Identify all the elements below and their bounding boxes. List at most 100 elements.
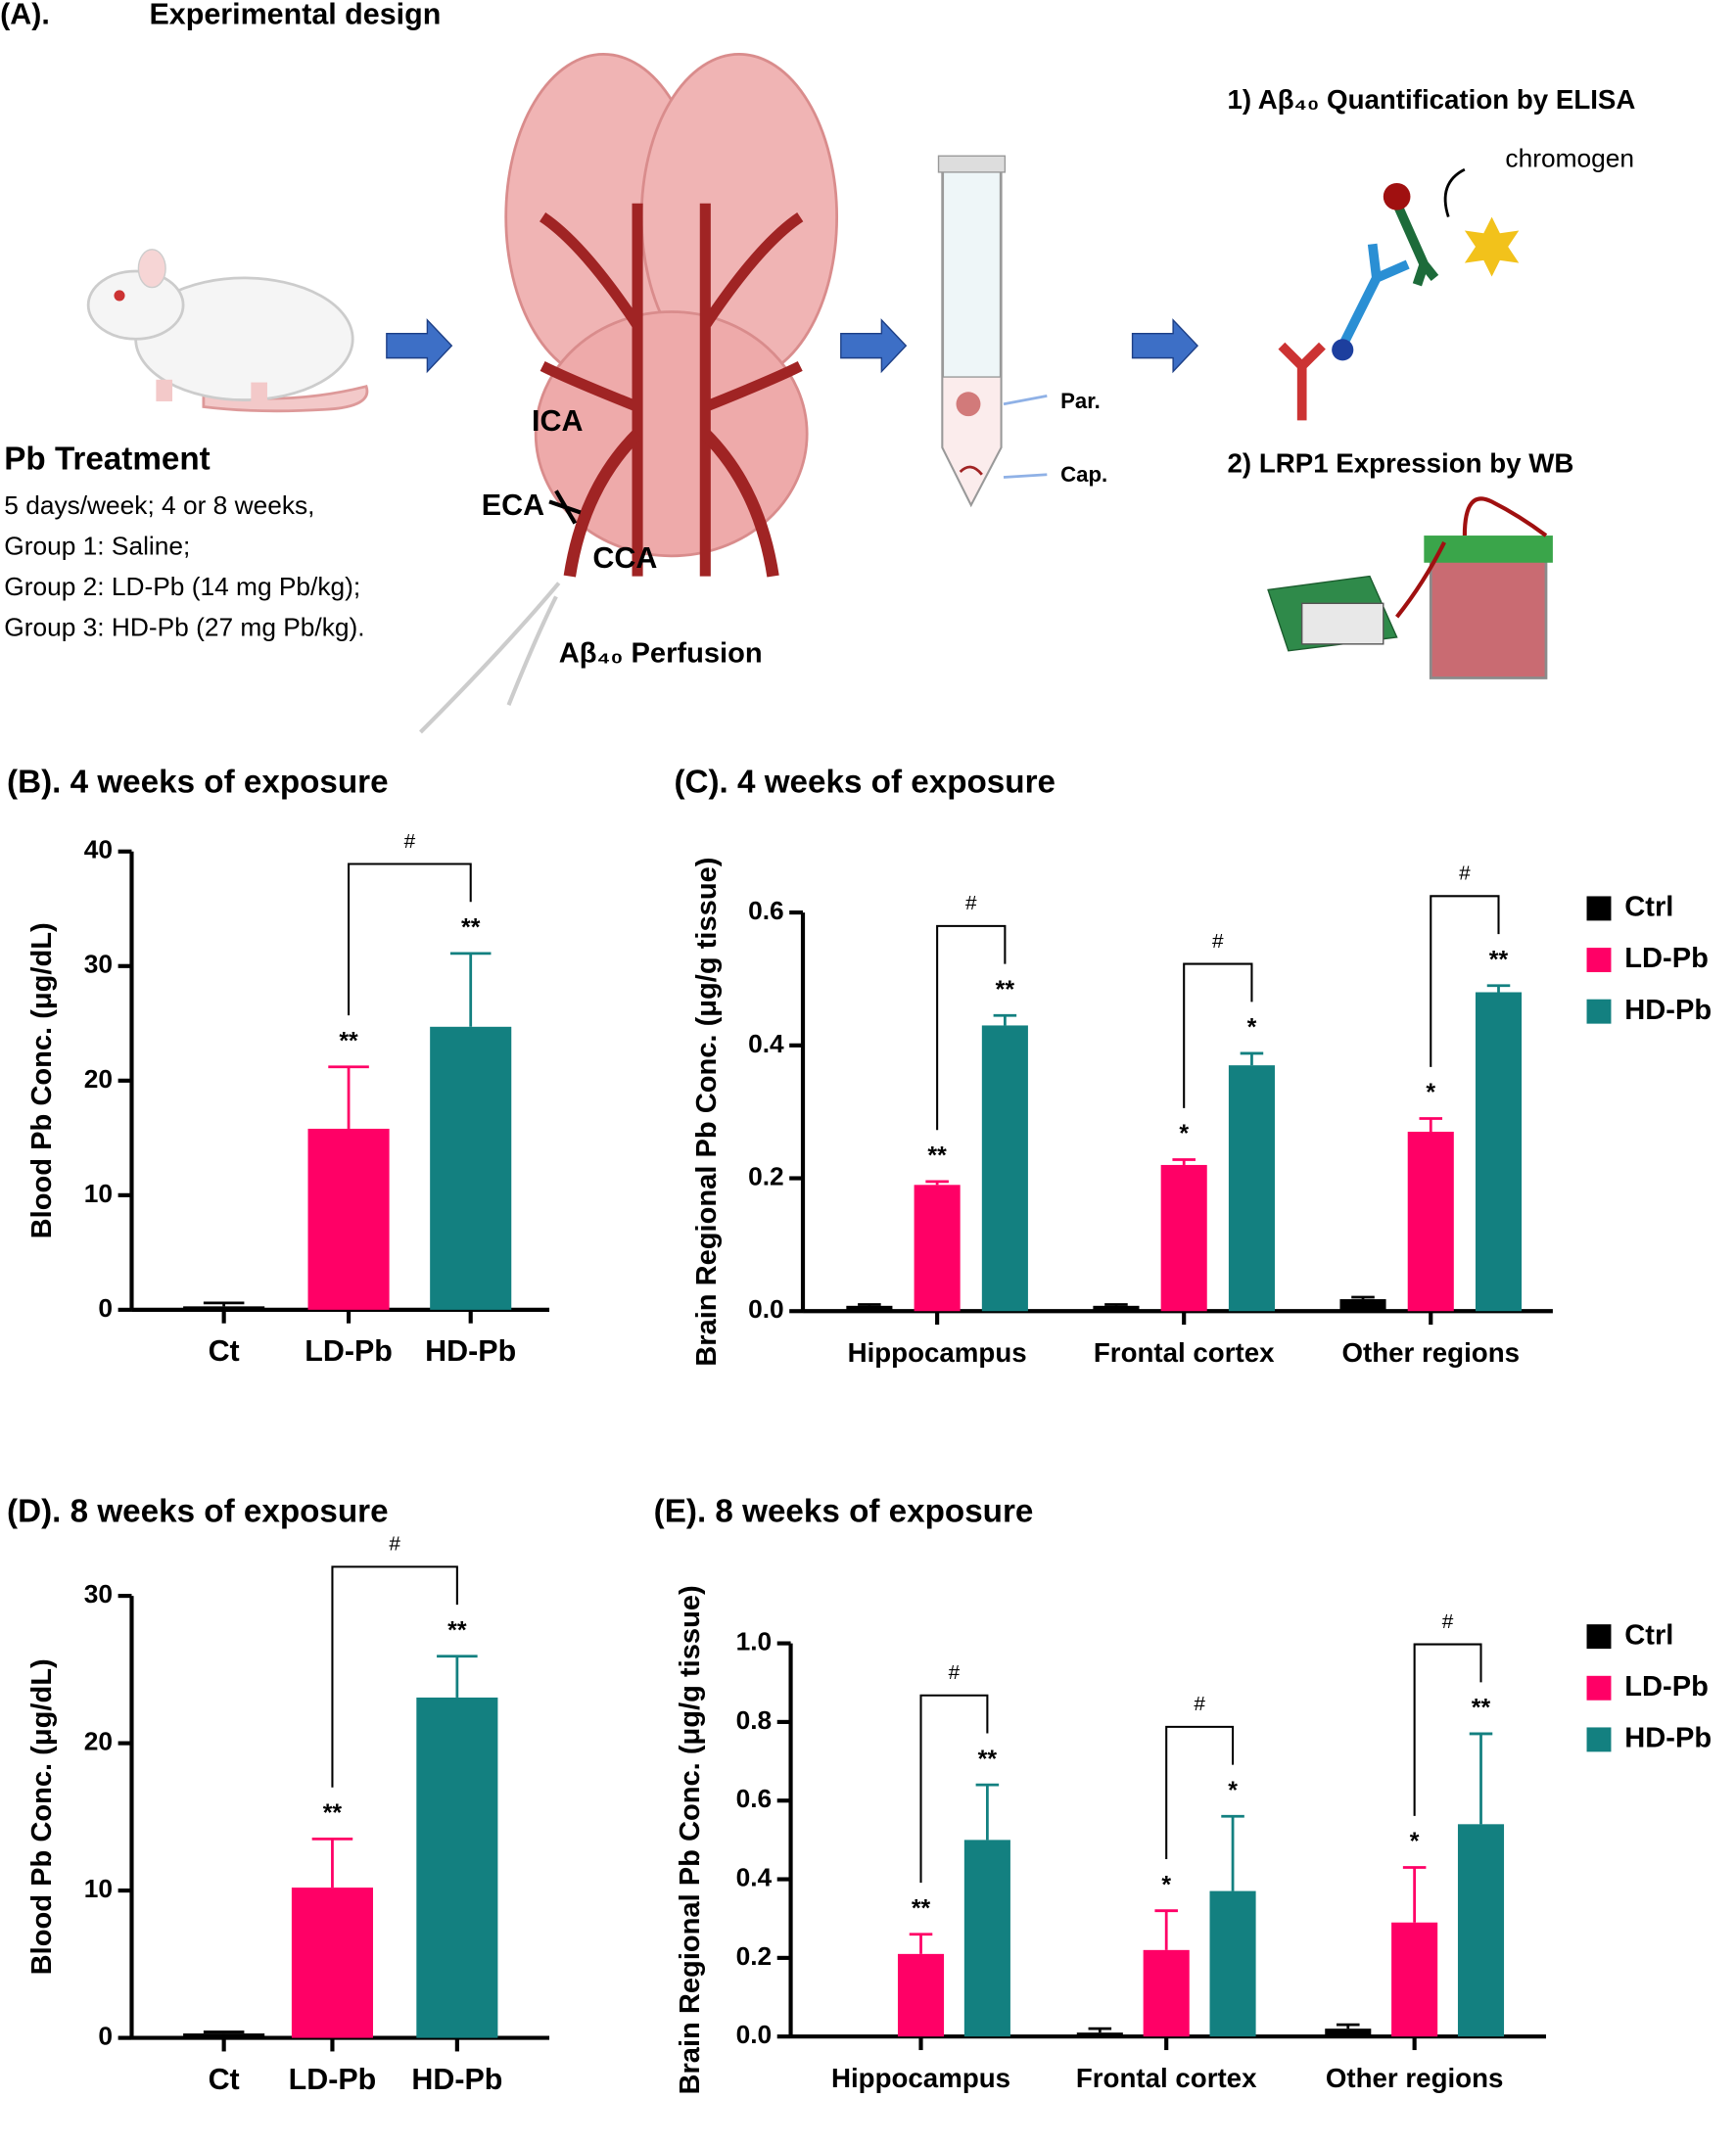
significance: ** — [461, 914, 481, 942]
bar — [416, 1697, 498, 2038]
assay-title: 1) Aβ₄₀ Quantification by ELISA — [1228, 84, 1636, 115]
comparison-bracket — [936, 924, 1007, 1131]
y-axis-label: Blood Pb Conc. (μg/dL) — [26, 1658, 58, 1975]
bar — [307, 1128, 390, 1310]
legend-label: LD-Pb — [1624, 943, 1709, 974]
x-tick-label: Other regions — [1341, 1337, 1520, 1368]
arrow — [386, 318, 453, 374]
bar — [914, 1185, 961, 1312]
significance: * — [1247, 1014, 1257, 1042]
significance: ** — [996, 976, 1015, 1003]
vessel-label: ECA — [482, 489, 544, 522]
chart-title: (C). 4 weeks of exposure — [674, 764, 1056, 800]
significance: ** — [447, 1616, 467, 1644]
panel-label: (A). — [0, 0, 50, 31]
y-tick-label: 0.0 — [736, 2020, 773, 2049]
bar — [846, 1305, 893, 1312]
comparison-label: # — [404, 830, 416, 853]
comparison-bracket — [1165, 1725, 1235, 1860]
x-tick-label: Hippocampus — [831, 2063, 1010, 2093]
bar — [1076, 2032, 1123, 2037]
significance: ** — [323, 1799, 343, 1827]
comparison-bracket — [1430, 895, 1500, 1067]
legend-swatch — [1586, 1624, 1612, 1650]
arrow — [840, 318, 908, 374]
significance: * — [1161, 1871, 1171, 1898]
bar — [1209, 1890, 1256, 2037]
x-tick-label: HD-Pb — [425, 1334, 516, 1368]
treatment-line: Group 2: LD-Pb (14 mg Pb/kg); — [4, 572, 360, 601]
comparison-label: # — [949, 1661, 961, 1684]
y-tick-label: 0.6 — [736, 1784, 773, 1813]
rat-illustration — [86, 249, 369, 413]
legend-swatch — [1586, 1675, 1612, 1701]
y-tick-label: 0.6 — [748, 896, 784, 925]
comparison-bracket — [1183, 962, 1253, 1108]
bar — [1407, 1132, 1454, 1312]
y-tick-label: 10 — [84, 1874, 113, 1903]
comparison-bracket — [348, 863, 472, 1016]
elisa-illustration — [1278, 167, 1520, 421]
bar — [183, 2033, 265, 2038]
bar — [1093, 1305, 1140, 1312]
fraction-label: Cap. — [1060, 462, 1107, 487]
significance: * — [1426, 1079, 1435, 1106]
significance: ** — [1472, 1695, 1491, 1722]
bar — [1143, 1949, 1190, 2037]
treatment-line: 5 days/week; 4 or 8 weeks, — [4, 490, 314, 520]
bar — [291, 1888, 373, 2038]
panel-title: Experimental design — [149, 0, 441, 31]
y-tick-label: 30 — [84, 950, 113, 979]
arrow — [1131, 318, 1198, 374]
legend-label: LD-Pb — [1624, 1671, 1709, 1702]
wb-illustration — [1267, 496, 1553, 679]
x-tick-label: Frontal cortex — [1094, 1337, 1275, 1368]
y-tick-label: 40 — [84, 835, 113, 864]
significance: ** — [1489, 946, 1509, 973]
comparison-bracket — [1413, 1643, 1482, 1816]
y-tick-label: 0.8 — [736, 1705, 773, 1735]
treatment-line: Group 1: Saline; — [4, 531, 190, 560]
x-tick-label: Other regions — [1326, 2063, 1504, 2093]
x-tick-label: LD-Pb — [305, 1334, 393, 1368]
significance: ** — [927, 1142, 947, 1170]
x-tick-label: Frontal cortex — [1076, 2063, 1257, 2093]
y-tick-label: 0.4 — [748, 1029, 784, 1058]
treatment-title: Pb Treatment — [4, 442, 210, 478]
treatment-line: Group 3: HD-Pb (27 mg Pb/kg). — [4, 613, 364, 642]
y-axis-label: Brain Regional Pb Conc. (μg/g tissue) — [691, 858, 723, 1367]
x-tick-label: Ct — [209, 2063, 240, 2096]
legend-label: Ctrl — [1624, 1619, 1673, 1651]
bar — [1228, 1065, 1275, 1312]
vessel-label: ICA — [532, 404, 583, 438]
x-tick-label: Ct — [209, 1334, 240, 1368]
comparison-bracket — [331, 1565, 458, 1788]
legend-swatch — [1586, 948, 1612, 973]
legend-label: HD-Pb — [1624, 995, 1712, 1026]
bar — [1457, 1824, 1505, 2037]
chart-title: (D). 8 weeks of exposure — [7, 1493, 389, 1529]
chart-title: (B). 4 weeks of exposure — [7, 764, 389, 800]
vessel-label: CCA — [592, 541, 657, 575]
significance: * — [1410, 1828, 1420, 1855]
significance: ** — [912, 1894, 931, 1922]
legend-label: HD-Pb — [1624, 1723, 1712, 1754]
significance: ** — [339, 1027, 358, 1054]
y-tick-label: 0 — [98, 2022, 113, 2051]
chart-title: (E). 8 weeks of exposure — [654, 1493, 1034, 1529]
y-tick-label: 10 — [84, 1179, 113, 1208]
legend-swatch — [1586, 896, 1612, 921]
y-tick-label: 0.0 — [748, 1294, 784, 1324]
comparison-label: # — [1212, 930, 1224, 953]
significance: * — [1179, 1120, 1189, 1147]
bar — [1325, 2028, 1372, 2037]
significance: * — [1228, 1777, 1238, 1804]
legend-label: Ctrl — [1624, 892, 1673, 923]
comparison-label: # — [965, 892, 977, 914]
bar — [430, 1026, 512, 1310]
comparison-label: # — [1459, 863, 1471, 885]
x-tick-label: LD-Pb — [289, 2063, 377, 2096]
y-tick-label: 0 — [98, 1293, 113, 1323]
y-tick-label: 0.4 — [736, 1863, 773, 1892]
